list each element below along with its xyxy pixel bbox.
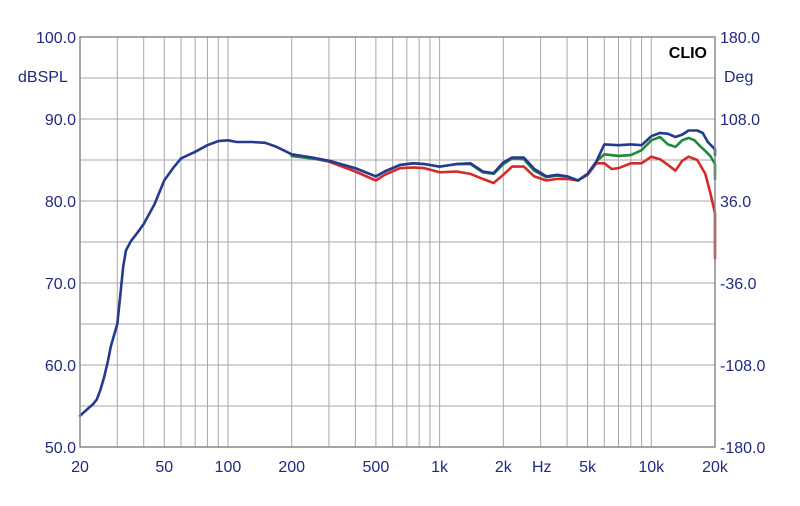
series-lines	[78, 129, 717, 418]
x-tick-label: 5k	[579, 459, 597, 476]
series-line-3	[78, 129, 717, 418]
y2-tick-label: 36.0	[720, 194, 751, 211]
x-tick-label: 500	[363, 459, 390, 476]
y2-tick-label: 108.0	[720, 112, 760, 129]
grid-lines	[80, 37, 715, 447]
y-tick-label: 50.0	[45, 440, 76, 457]
y-tick-label: 70.0	[45, 276, 76, 293]
x-tick-label: 10k	[638, 459, 665, 476]
x-tick-label: 100	[215, 459, 242, 476]
clio-brand: CLIO	[669, 45, 707, 62]
plot-frame	[79, 36, 716, 448]
x-tick-label: 200	[278, 459, 305, 476]
x-tick-label: 20	[71, 459, 89, 476]
y-axis-label: dBSPL	[18, 69, 68, 86]
tick-labels: 20 50 100 200 500 1k 2k 5k 10k 20k 50.0 60.0 70.0 80.…	[36, 30, 766, 476]
x-tick-label: 20k	[702, 459, 729, 476]
series-line-1	[290, 154, 717, 260]
x-tick-label: 1k	[431, 459, 449, 476]
x-tick-label: 50	[155, 459, 173, 476]
y2-tick-label: 180.0	[720, 30, 760, 47]
y-tick-label: 90.0	[45, 112, 76, 129]
y2-axis-label: Deg	[724, 69, 753, 86]
y-tick-label: 100.0	[36, 30, 76, 47]
x-unit-label: Hz	[532, 459, 552, 476]
x-tick-label: 2k	[495, 459, 513, 476]
y2-tick-label: -180.0	[720, 440, 765, 457]
y-tick-label: 60.0	[45, 358, 76, 375]
y-tick-label: 80.0	[45, 194, 76, 211]
y2-tick-label: -108.0	[720, 358, 765, 375]
y2-tick-label: -36.0	[720, 276, 757, 293]
